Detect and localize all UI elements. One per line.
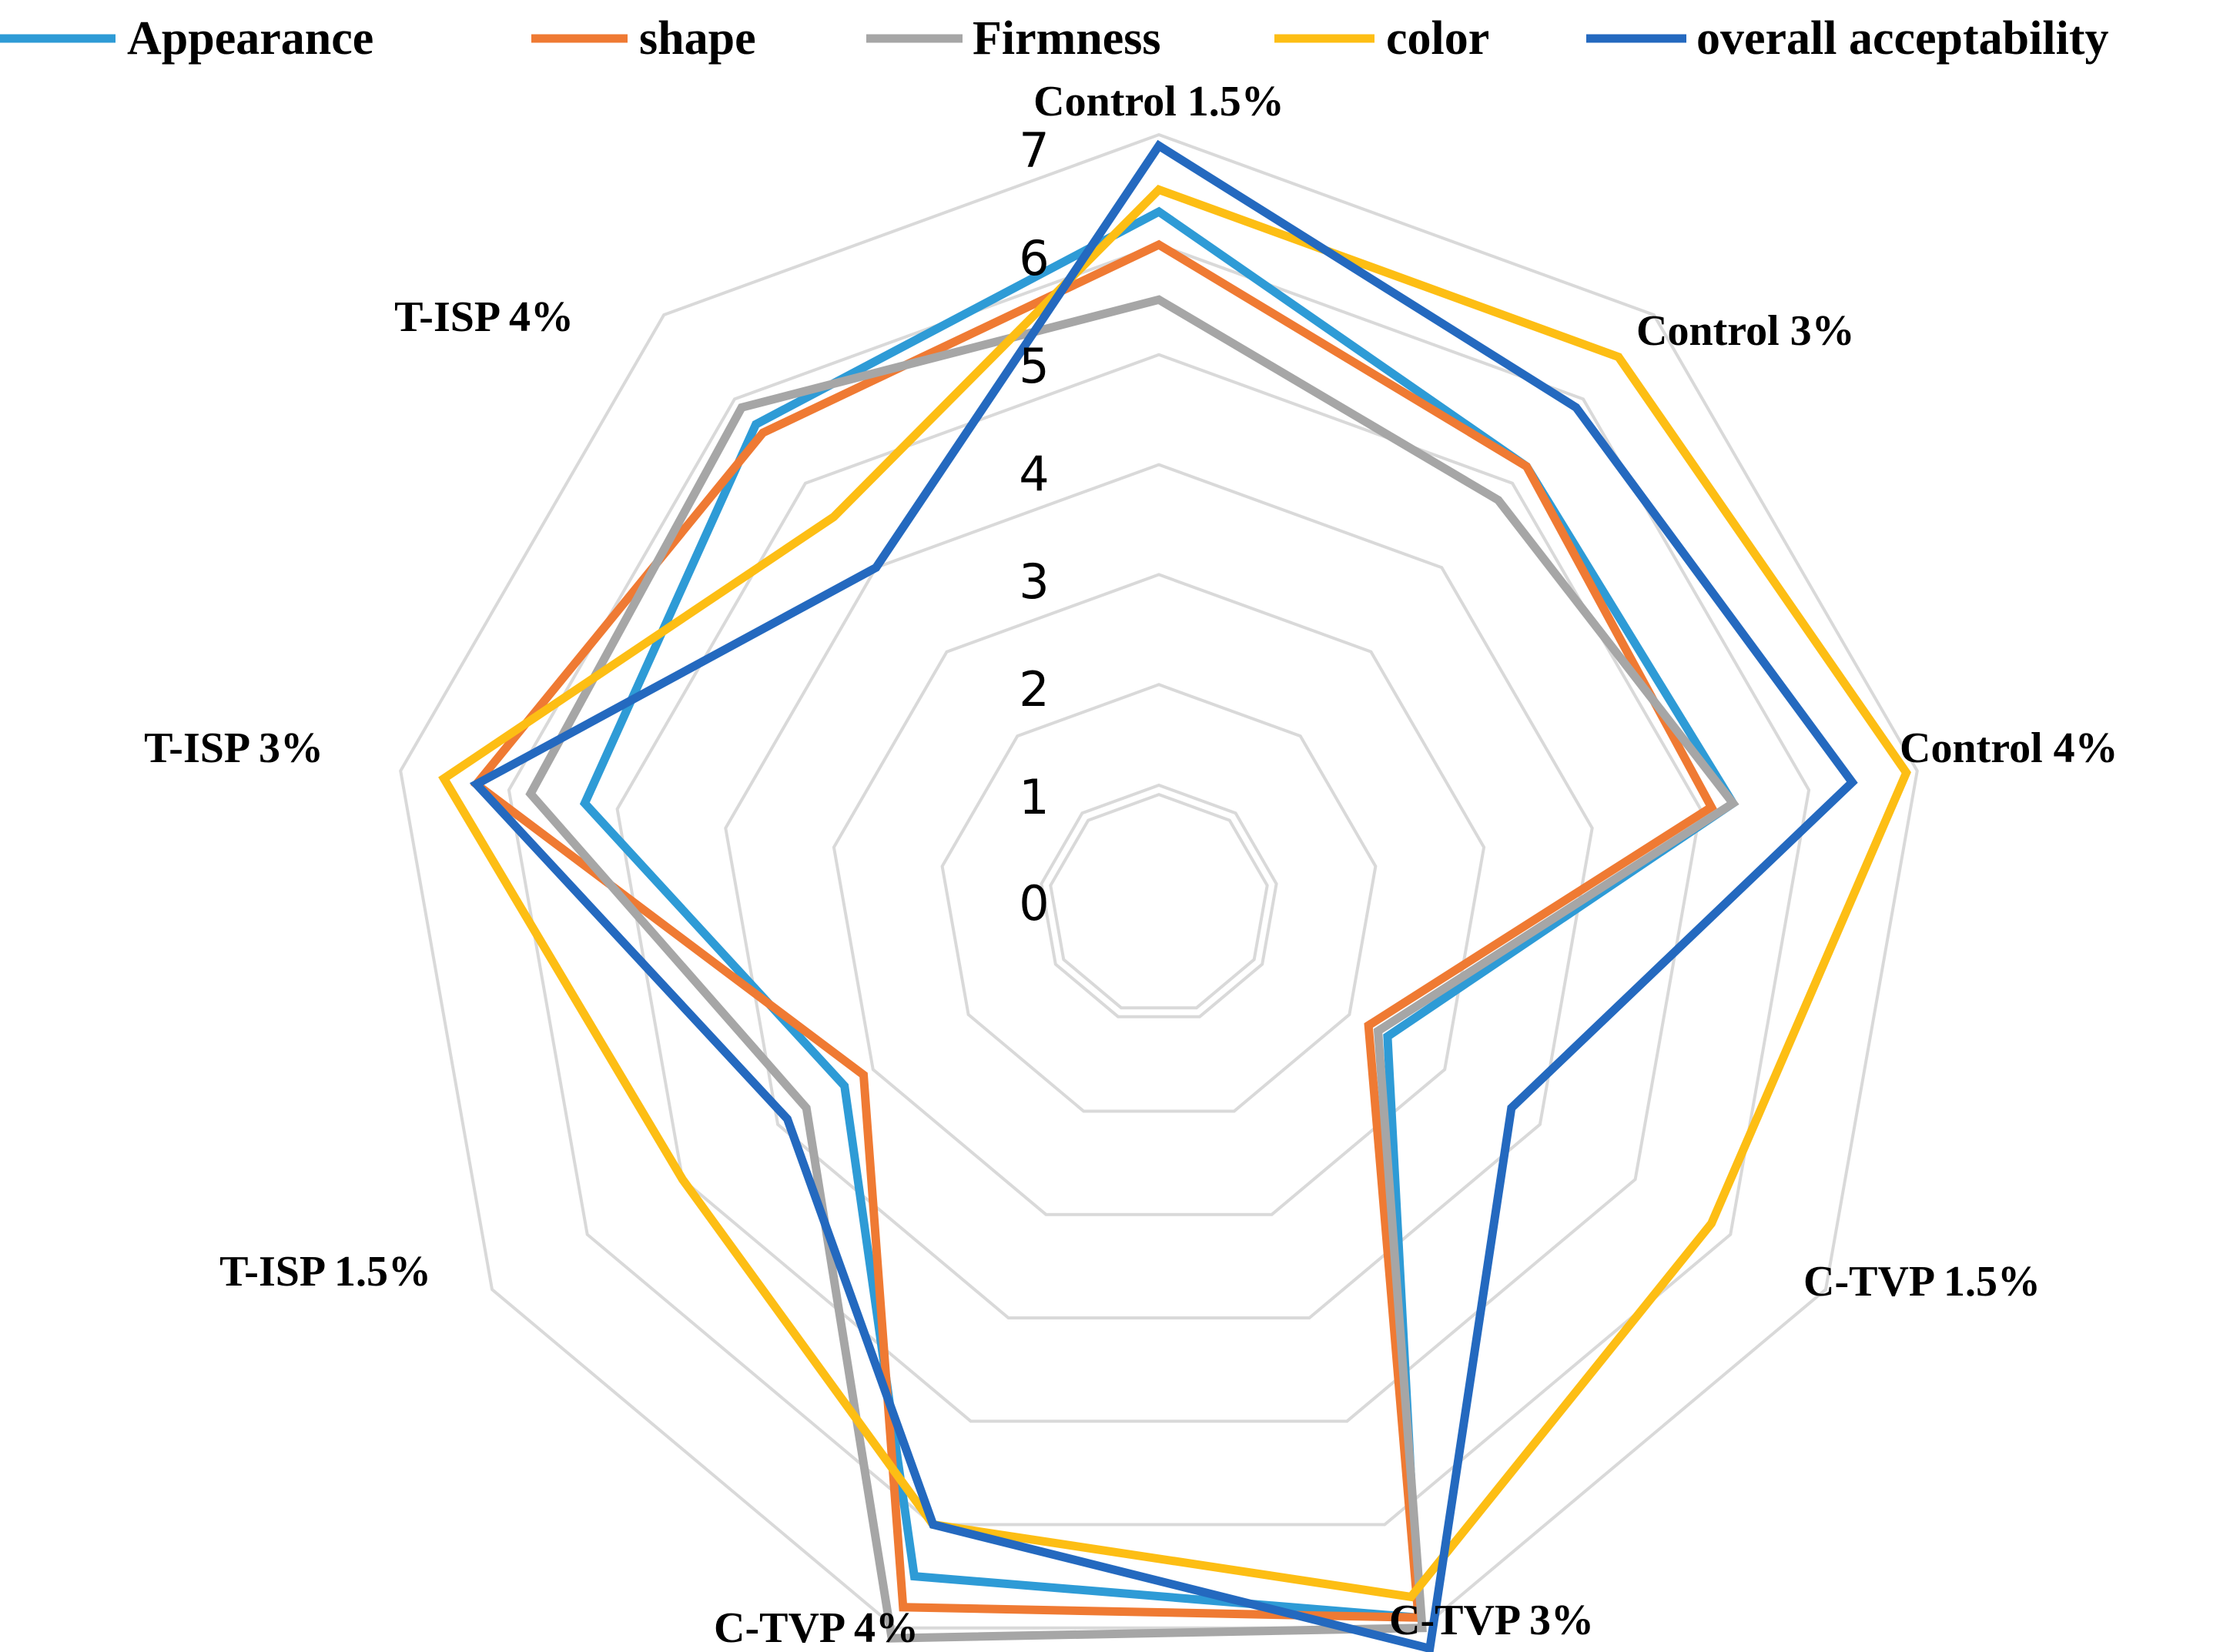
radial-tick-labels: 0 1 2 3 4 5 6 7 [1019, 122, 1049, 931]
grid-ring-2 [940, 683, 1378, 1113]
tick-label-2: 2 [1019, 661, 1049, 717]
category-label-t-isp-3: T-ISP 3% [144, 724, 323, 772]
grid-ring-0 [1040, 783, 1278, 1018]
category-label-control-3: Control 3% [1636, 307, 1855, 355]
tick-label-7: 7 [1019, 122, 1049, 179]
category-label-control-1-5: Control 1.5% [1033, 78, 1284, 125]
series-firmness [525, 295, 1739, 1643]
tick-label-0: 0 [1019, 875, 1049, 931]
legend-label-appearance: Appearance [127, 12, 373, 65]
grid-ring-5 [615, 353, 1703, 1423]
legend-label-shape: shape [639, 12, 756, 65]
category-label-c-tvp-1-5: C-TVP 1.5% [1803, 1258, 2041, 1306]
tick-label-4: 4 [1019, 446, 1049, 502]
legend: Appearance shape Firmness color overall acce… [0, 12, 2108, 65]
category-label-control-4: Control 4% [1900, 724, 2118, 772]
category-label-t-isp-4: T-ISP 4% [394, 293, 574, 341]
grid [399, 132, 1919, 1630]
series-appearance [579, 206, 1739, 1623]
grid-ring-7 [399, 132, 1919, 1630]
category-label-c-tvp-3: C-TVP 3% [1389, 1597, 1594, 1644]
grid-ring-1 [1049, 792, 1269, 1010]
tick-label-3: 3 [1019, 553, 1049, 610]
legend-label-overall-acceptability: overall acceptability [1696, 12, 2108, 65]
grid-ring-6 [507, 242, 1811, 1527]
tick-label-5: 5 [1019, 338, 1049, 394]
legend-label-color: color [1386, 12, 1489, 65]
tick-label-1: 1 [1019, 769, 1049, 825]
tick-label-6: 6 [1019, 230, 1049, 286]
grid-ring-4 [724, 463, 1594, 1319]
series-color [438, 185, 1911, 1602]
category-label-t-isp-1-5: T-ISP 1.5% [219, 1248, 431, 1296]
legend-label-firmness: Firmness [973, 12, 1161, 65]
category-label-c-tvp-4: C-TVP 4% [714, 1604, 919, 1652]
series-shape [470, 239, 1717, 1622]
series-overall-acceptability [469, 139, 1858, 1652]
category-labels: Control 1.5% Control 3% Control 4% C-TVP 1.… [144, 78, 2118, 1652]
grid-ring-3 [832, 573, 1486, 1216]
series-lines [438, 139, 1911, 1652]
